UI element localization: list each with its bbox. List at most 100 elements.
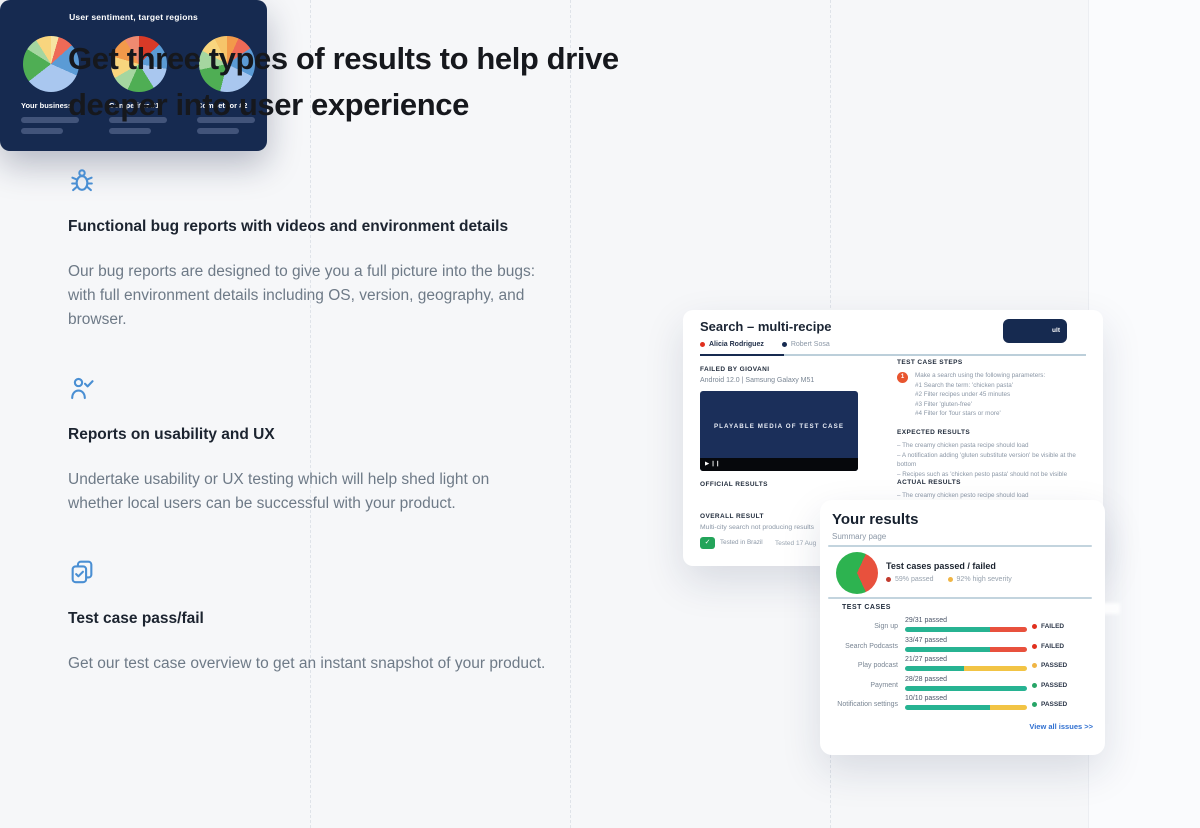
legend-severity: 92% high severity — [947, 576, 1012, 583]
results-title: Your results — [832, 511, 919, 528]
tested-date: Tested 17 Aug — [775, 540, 817, 547]
pie-label: Competitor #1 — [109, 101, 160, 110]
status-dot — [1032, 683, 1037, 688]
tab-dot — [700, 342, 705, 347]
status-label: FAILED — [1041, 643, 1065, 650]
case-passed-count: 29/31 passed — [905, 617, 948, 624]
page-title-line1: Get three types of results to help drive — [68, 41, 619, 76]
skeleton-bar — [197, 128, 239, 134]
tab-label: Alicia Rodriguez — [709, 341, 764, 348]
tested-location-row: ✓ Tested in Brazil — [700, 537, 820, 549]
play-icon[interactable]: ▶ ❙❙ — [705, 461, 720, 467]
case-passed-count: 28/28 passed — [905, 676, 948, 683]
step-number-badge: 1 — [897, 372, 908, 383]
case-bar — [905, 627, 1027, 632]
official-results-label: OFFICIAL RESULTS — [700, 481, 768, 488]
expected-results-label: EXPECTED RESULTS — [897, 429, 971, 436]
pie-column-your-business: Your business — [21, 36, 91, 134]
case-status: PASSED — [1032, 701, 1067, 708]
video-player[interactable]: PLAYABLE MEDIA OF TEST CASE ▶ ❙❙ — [700, 391, 858, 471]
step-line: Make a search using the following parame… — [915, 372, 1046, 379]
test-case-row: Sign up 29/31 passed FAILED — [820, 617, 1105, 637]
grid-line — [570, 0, 571, 828]
bar-segment — [963, 666, 1027, 671]
overall-result-label: OVERALL RESULT — [700, 513, 764, 520]
status-label: PASSED — [1041, 682, 1068, 689]
expected-results-list: – The creamy chicken pasta recipe should… — [897, 441, 1079, 479]
actual-line: – The creamy chicken pesto recipe should… — [897, 492, 1029, 499]
case-name: Play podcast — [857, 662, 898, 669]
test-case-row: Play podcast 21/27 passed PASSED — [820, 656, 1105, 676]
clipped-overlay-fragment — [1094, 603, 1120, 614]
feature-title: Test case pass/fail — [68, 610, 204, 627]
status-dot — [1032, 644, 1037, 649]
summary-title: Test cases passed / failed — [886, 561, 996, 571]
tested-location-label: Tested in Brazil — [720, 539, 763, 547]
video-controls-bar[interactable]: ▶ ❙❙ — [700, 458, 858, 471]
user-check-icon — [71, 377, 94, 400]
bar-segment — [905, 686, 1027, 691]
feature-body: Get our test case overview to get an ins… — [68, 655, 546, 672]
feature-body: Undertake usability or UX testing which … — [68, 471, 490, 512]
actual-results-list: – The creamy chicken pesto recipe should… — [897, 491, 1079, 501]
case-bar — [905, 647, 1027, 652]
skeleton-bar — [21, 117, 79, 123]
tab-tester-2[interactable]: Robert Sosa — [781, 341, 830, 348]
actual-results-label: ACTUAL RESULTS — [897, 479, 961, 486]
test-case-row: Notification settings 10/10 passed PASSE… — [820, 695, 1105, 715]
case-passed-count: 10/10 passed — [905, 695, 948, 702]
expected-line: – A notification adding 'gluten substitu… — [897, 451, 1076, 469]
feature-title: Functional bug reports with videos and e… — [68, 218, 509, 235]
step-line: #2 Filter recipes under 45 minutes — [915, 391, 1011, 398]
feature-usability-reports: Reports on usability and UX Undertake us… — [68, 374, 546, 516]
case-name: Payment — [870, 682, 898, 689]
pie-label: Your business — [21, 101, 73, 110]
page-title-line2: deeper into user experience — [68, 87, 469, 122]
pie-label: Competitor #2 — [197, 101, 248, 110]
skeleton-bar — [109, 128, 151, 134]
feature-test-case: Test case pass/fail Get our test case ov… — [68, 558, 546, 676]
status-label: PASSED — [1041, 662, 1068, 669]
view-all-issues-link[interactable]: View all issues >> — [1029, 722, 1093, 731]
legend-label: 92% high severity — [956, 576, 1012, 583]
legend-passed: 59% passed — [886, 576, 934, 583]
grid-line — [310, 0, 311, 828]
summary-legend: 59% passed 92% high severity — [886, 576, 1012, 583]
step-line: #3 Filter 'gluten-free' — [915, 400, 973, 408]
hero-section: Get three types of results to help drive… — [68, 36, 619, 128]
skeleton-bar — [21, 128, 63, 134]
test-case-steps-label: TEST CASE STEPS — [897, 359, 963, 366]
pie-chart — [111, 36, 167, 92]
bar-segment — [905, 627, 991, 632]
pass-fail-donut-chart — [836, 552, 878, 594]
pie-column-competitor-2: Competitor #2 — [197, 36, 267, 134]
location-badge-icon: ✓ — [700, 537, 715, 549]
overall-result-text: Multi-city search not producing results — [700, 524, 815, 531]
test-case-row: Search Podcasts 33/47 passed FAILED — [820, 637, 1105, 657]
page-title: Get three types of results to help drive… — [68, 36, 619, 128]
feature-title: Reports on usability and UX — [68, 426, 275, 443]
tab-tester-1[interactable]: Alicia Rodriguez — [700, 341, 764, 348]
case-name: Notification settings — [837, 701, 898, 708]
case-bar — [905, 666, 1027, 671]
feature-bug-reports: Functional bug reports with videos and e… — [68, 166, 546, 332]
case-status: PASSED — [1032, 682, 1067, 689]
case-bar — [905, 686, 1027, 691]
divider — [828, 597, 1092, 599]
legend-dot — [947, 577, 953, 582]
test-case-title: Search – multi-recipe — [700, 319, 832, 334]
test-case-row: Payment 28/28 passed PASSED — [820, 676, 1105, 696]
status-dot — [1032, 702, 1037, 707]
step-line: #4 Filter for 'four stars or more' — [915, 410, 1001, 417]
right-column-background — [1088, 0, 1200, 828]
bar-segment — [990, 705, 1027, 710]
bug-icon — [71, 169, 93, 192]
feature-body: Our bug reports are designed to give you… — [68, 263, 536, 328]
view-result-button[interactable]: ult — [1003, 319, 1067, 343]
case-status: FAILED — [1032, 643, 1064, 650]
case-status: PASSED — [1032, 662, 1067, 669]
tab-dot — [781, 342, 787, 347]
tabs-divider — [700, 354, 1086, 356]
pie-chart — [23, 36, 79, 92]
